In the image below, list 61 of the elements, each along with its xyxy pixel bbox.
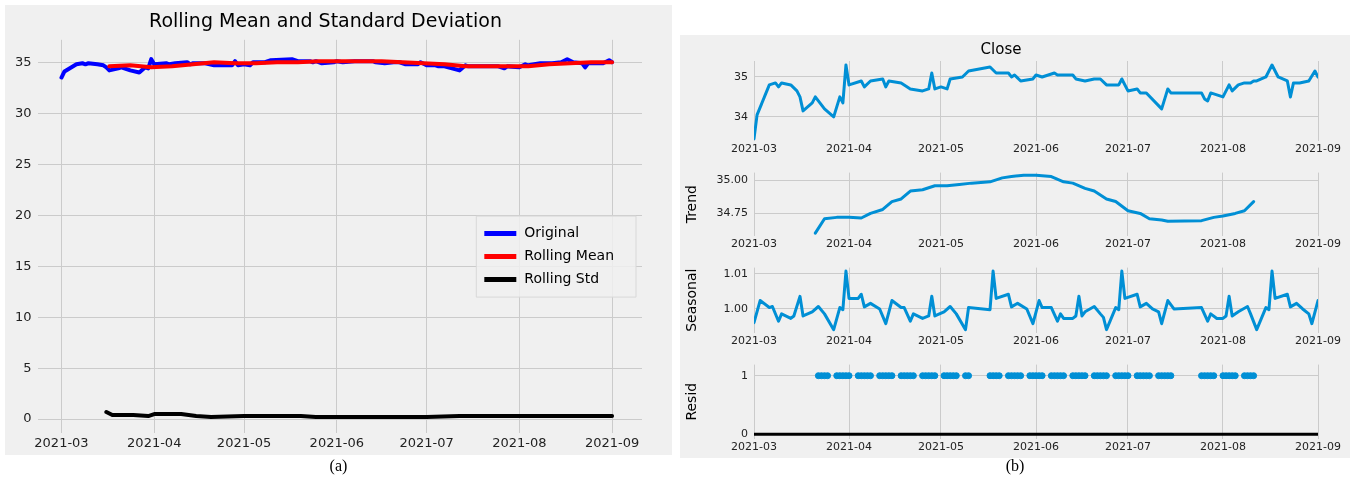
y-tick-label: 35.00 <box>716 173 748 187</box>
chart-title: Rolling Mean and Standard Deviation <box>149 9 502 32</box>
x-tick-label: 2021-08 <box>1199 440 1246 454</box>
x-tick-label: 2021-08 <box>1199 237 1246 251</box>
text: (b) <box>1004 457 1026 475</box>
legend-label: Rolling Std <box>524 270 600 287</box>
x-tick-label: 2021-03 <box>731 334 777 348</box>
x-tick-label: 2021-06 <box>1013 142 1059 156</box>
x-tick-label: 2021-09 <box>1295 334 1341 348</box>
x-tick-label: 2021-07 <box>1104 440 1151 454</box>
y-tick-label: 20 <box>15 206 32 222</box>
legend-label: Original <box>524 224 580 241</box>
y-tick-label: 1.00 <box>723 301 748 315</box>
x-tick-label: 2021-03 <box>731 237 777 251</box>
y-tick-label: 34.75 <box>716 206 748 220</box>
x-tick-label: 2021-07 <box>1104 142 1151 156</box>
x-tick-label: 2021-09 <box>584 434 640 450</box>
x-tick-label: 2021-08 <box>492 434 547 450</box>
x-tick-label: 2021-06 <box>309 434 364 450</box>
y-tick-label: 35 <box>15 53 32 69</box>
x-tick-label: 2021-04 <box>826 237 873 251</box>
x-tick-label: 2021-05 <box>917 237 964 251</box>
x-tick-label: 2021-07 <box>1104 237 1151 251</box>
x-tick-label: 2021-09 <box>1295 142 1341 156</box>
x-tick-label: 2021-03 <box>731 440 777 454</box>
y-tick-label: 1 <box>741 368 748 382</box>
y-axis-title: Trend <box>683 185 700 225</box>
y-tick-label: 15 <box>15 257 32 273</box>
x-tick-label: 2021-08 <box>1199 142 1246 156</box>
y-axis-title: Seasonal <box>683 268 700 332</box>
text: (a) <box>328 457 349 475</box>
x-tick-label: 2021-07 <box>1104 334 1151 348</box>
x-tick-label: 2021-03 <box>731 142 777 156</box>
y-axis-title: Resid <box>683 382 700 421</box>
y-tick-label: 30 <box>15 104 32 120</box>
y-tick-label: 10 <box>15 308 32 324</box>
x-tick-label: 2021-03 <box>34 434 89 450</box>
x-tick-label: 2021-05 <box>917 440 964 454</box>
x-tick-label: 2021-04 <box>826 142 873 156</box>
y-tick-label: 35 <box>734 69 748 83</box>
x-tick-label: 2021-09 <box>1295 237 1341 251</box>
x-tick-label: 2021-04 <box>127 434 182 450</box>
x-tick-label: 2021-08 <box>1199 334 1246 348</box>
y-tick-label: 0 <box>741 426 748 440</box>
legend-label: Rolling Mean <box>524 247 614 264</box>
x-tick-label: 2021-04 <box>826 440 873 454</box>
x-tick-label: 2021-06 <box>1013 237 1059 251</box>
x-tick-label: 2021-07 <box>399 434 454 450</box>
x-tick-label: 2021-05 <box>917 142 964 156</box>
x-tick-label: 2021-05 <box>216 434 272 450</box>
x-tick-label: 2021-09 <box>1295 440 1341 454</box>
x-tick-label: 2021-06 <box>1013 334 1059 348</box>
x-tick-label: 2021-04 <box>826 334 873 348</box>
y-tick-label: 34 <box>734 109 748 123</box>
y-tick-label: 5 <box>23 359 32 375</box>
x-tick-label: 2021-05 <box>917 334 964 348</box>
chart-title: Close <box>980 39 1022 58</box>
x-tick-label: 2021-06 <box>1013 440 1059 454</box>
y-tick-label: 25 <box>15 155 32 171</box>
y-tick-label: 0 <box>23 410 32 426</box>
y-tick-label: 1.01 <box>723 266 748 280</box>
